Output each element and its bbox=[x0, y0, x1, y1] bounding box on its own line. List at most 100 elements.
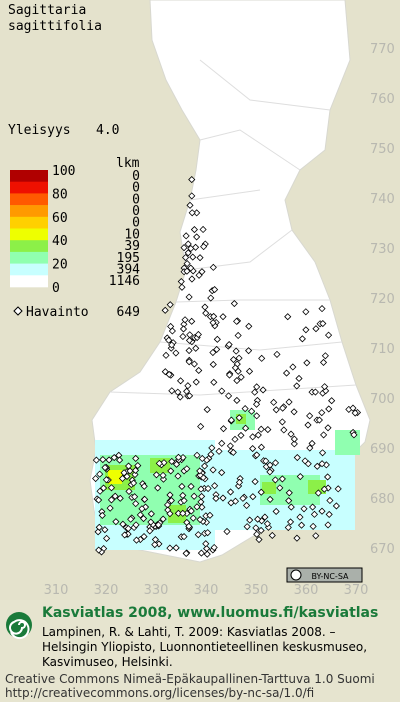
observation-dot bbox=[201, 303, 209, 311]
observation-dot bbox=[202, 540, 210, 548]
legend-swatch bbox=[10, 216, 48, 229]
observation-dot bbox=[272, 507, 280, 516]
observation-dot bbox=[259, 386, 267, 394]
observation-dot bbox=[186, 201, 194, 209]
observation-dot bbox=[245, 322, 253, 330]
observation-dot bbox=[313, 462, 321, 470]
observation-dot bbox=[351, 409, 359, 417]
observation-dot bbox=[102, 476, 110, 484]
observation-dot bbox=[188, 209, 196, 217]
observation-dot bbox=[254, 515, 262, 523]
observation-dot bbox=[204, 484, 212, 493]
observation-dot bbox=[140, 482, 148, 490]
observation-dot bbox=[123, 472, 131, 481]
observation-dot bbox=[309, 522, 317, 530]
observation-dot bbox=[257, 425, 265, 433]
observation-dot bbox=[263, 520, 271, 528]
observation-dot bbox=[208, 444, 216, 452]
observation-dot bbox=[270, 398, 278, 406]
observation-dot bbox=[198, 492, 206, 500]
observation-dot bbox=[124, 462, 133, 470]
observation-dot bbox=[172, 544, 180, 552]
observation-dot bbox=[251, 388, 259, 396]
observation-dot bbox=[245, 347, 253, 355]
observation-dot bbox=[172, 349, 180, 357]
legend-swatch bbox=[10, 181, 48, 194]
observation-dot bbox=[110, 453, 118, 462]
observation-dot bbox=[280, 426, 288, 434]
observation-dot bbox=[185, 346, 193, 355]
observation-dot bbox=[258, 354, 266, 362]
observation-dot bbox=[201, 462, 209, 470]
badge-text: BY-NC-SA bbox=[311, 572, 349, 581]
observation-dot bbox=[266, 461, 274, 469]
observation-dot bbox=[198, 454, 206, 463]
legend-count: 0 bbox=[132, 181, 140, 196]
observation-dot bbox=[179, 509, 187, 517]
legend-scale-label: 100 bbox=[52, 164, 75, 179]
observation-dot bbox=[185, 336, 194, 345]
observation-dot bbox=[213, 345, 221, 353]
observation-dot bbox=[189, 253, 197, 261]
observation-dot bbox=[226, 442, 234, 450]
observation-dot bbox=[211, 286, 219, 294]
y-coordinate-label: 700 bbox=[370, 392, 395, 407]
observation-dot bbox=[182, 549, 190, 558]
observation-dot bbox=[255, 535, 263, 544]
observation-dot bbox=[107, 484, 116, 492]
observation-dot bbox=[233, 317, 241, 325]
observation-dot bbox=[229, 448, 237, 456]
observation-dot bbox=[284, 523, 292, 532]
observation-dot bbox=[290, 440, 298, 448]
observation-dot bbox=[125, 487, 133, 495]
license-url[interactable]: http://creativecommons.org/licenses/by-n… bbox=[5, 686, 314, 700]
observation-dot bbox=[192, 243, 200, 251]
observation-dot bbox=[168, 327, 176, 335]
observation-dot bbox=[185, 358, 193, 366]
observation-dot bbox=[239, 494, 247, 502]
observation-dot bbox=[116, 494, 124, 502]
observation-dot bbox=[166, 491, 174, 499]
license-badge[interactable]: BY-NC-SA bbox=[286, 567, 363, 583]
observation-dot bbox=[92, 474, 100, 483]
observation-dot bbox=[295, 374, 303, 383]
observation-dot bbox=[174, 388, 182, 396]
footer-headline[interactable]: Kasviatlas 2008, www.luomus.fi/kasviatla… bbox=[42, 605, 378, 621]
legend-count: 0 bbox=[132, 169, 140, 184]
observation-dot bbox=[234, 331, 242, 340]
observation-dot bbox=[168, 457, 176, 465]
observation-dot bbox=[306, 444, 314, 452]
observation-dot bbox=[318, 409, 326, 417]
observation-dot bbox=[186, 392, 194, 400]
observation-dot bbox=[297, 521, 306, 529]
legend-scale-label: 80 bbox=[52, 187, 68, 202]
legend-count: 394 bbox=[117, 262, 141, 277]
badge-cc bbox=[290, 569, 302, 581]
observation-dot bbox=[315, 416, 323, 424]
observation-dot bbox=[252, 524, 260, 532]
observation-dot bbox=[130, 479, 138, 487]
observation-dot bbox=[241, 405, 249, 413]
observation-dot bbox=[183, 509, 191, 518]
observation-dot bbox=[257, 526, 265, 535]
observation-dot bbox=[124, 524, 132, 533]
observation-dot bbox=[328, 397, 336, 405]
observation-dot bbox=[167, 496, 175, 505]
observation-dot bbox=[230, 299, 238, 308]
observation-dot bbox=[181, 253, 190, 262]
observation-dot bbox=[212, 494, 220, 503]
y-coordinate-label: 680 bbox=[370, 492, 395, 507]
badge-box[interactable] bbox=[286, 567, 363, 583]
observation-dot bbox=[179, 453, 187, 462]
y-coordinate-label: 750 bbox=[370, 142, 395, 157]
observation-dot bbox=[183, 267, 191, 275]
legend-swatch bbox=[10, 251, 48, 264]
observation-dot bbox=[237, 373, 245, 381]
observation-dot bbox=[136, 511, 144, 519]
observation-dot bbox=[154, 521, 162, 529]
observation-dot bbox=[284, 313, 292, 321]
legend-count: 0 bbox=[132, 192, 140, 207]
frequency-value: 4.0 bbox=[96, 123, 119, 138]
observation-dot bbox=[304, 421, 312, 429]
